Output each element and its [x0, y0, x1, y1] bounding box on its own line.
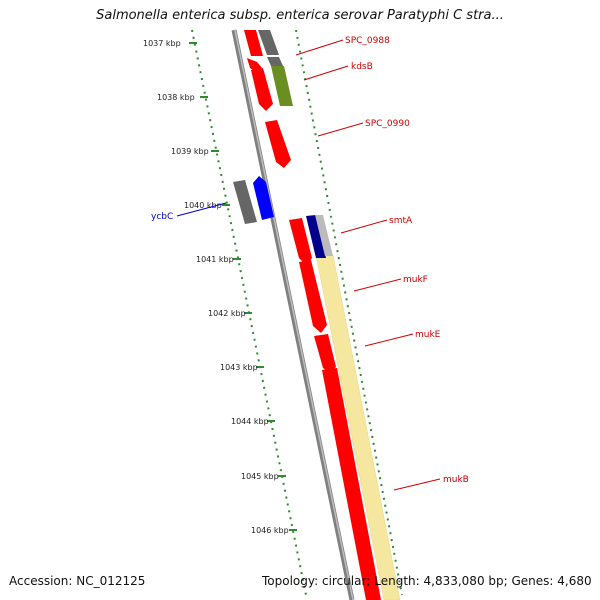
gene-muke: [314, 334, 336, 373]
tick-label: 1038 kbp: [157, 93, 195, 102]
gene-smta-navy: [306, 215, 326, 258]
gene-gray-2: [267, 57, 283, 66]
gene-mukf: [299, 260, 327, 333]
gene-label-mukf: mukF: [403, 275, 428, 285]
gene-mukb: [322, 368, 381, 600]
gene-label-muke: mukE: [415, 330, 441, 340]
gene-ycbc-gray: [233, 180, 257, 224]
gene-label-mukb: mukB: [443, 475, 469, 485]
accession-label: Accession: NC_012125: [9, 574, 146, 588]
tick-label: 1040 kbp: [184, 201, 222, 210]
gene-smta-red: [289, 218, 312, 265]
tick-label: 1044 kbp: [231, 417, 269, 426]
tick-label: 1037 kbp: [143, 39, 181, 48]
gene-kdsb: [271, 66, 293, 106]
tick-marks: [189, 42, 297, 531]
gene-label-spc0988: SPC_0988: [345, 36, 390, 46]
backbone: [231, 29, 355, 600]
gene-label-spc0990: SPC_0990: [365, 119, 410, 129]
tick-label: 1043 kbp: [220, 363, 258, 372]
gene-spc0990: [265, 120, 291, 168]
gene-label-smta: smtA: [389, 216, 413, 226]
gene-gray-top: [258, 30, 279, 55]
tick-label: 1041 kbp: [196, 255, 234, 264]
outer-dotted-ring: [295, 29, 403, 596]
gene-ycbc: [253, 176, 274, 220]
tick-label: 1046 kbp: [251, 526, 289, 535]
gene-label-kdsb: kdsB: [351, 62, 373, 72]
tick-label: 1045 kbp: [241, 472, 279, 481]
genome-summary: Topology: circular; Length: 4,833,080 bp…: [262, 574, 592, 588]
map-title: Salmonella enterica subsp. enterica sero…: [96, 8, 504, 23]
gene-spc0988: [247, 58, 262, 72]
tick-label: 1039 kbp: [171, 147, 209, 156]
gene-red-3: [251, 68, 273, 111]
tick-label: 1042 kbp: [208, 309, 246, 318]
gene-label-ycbc: ycbC: [151, 212, 173, 222]
